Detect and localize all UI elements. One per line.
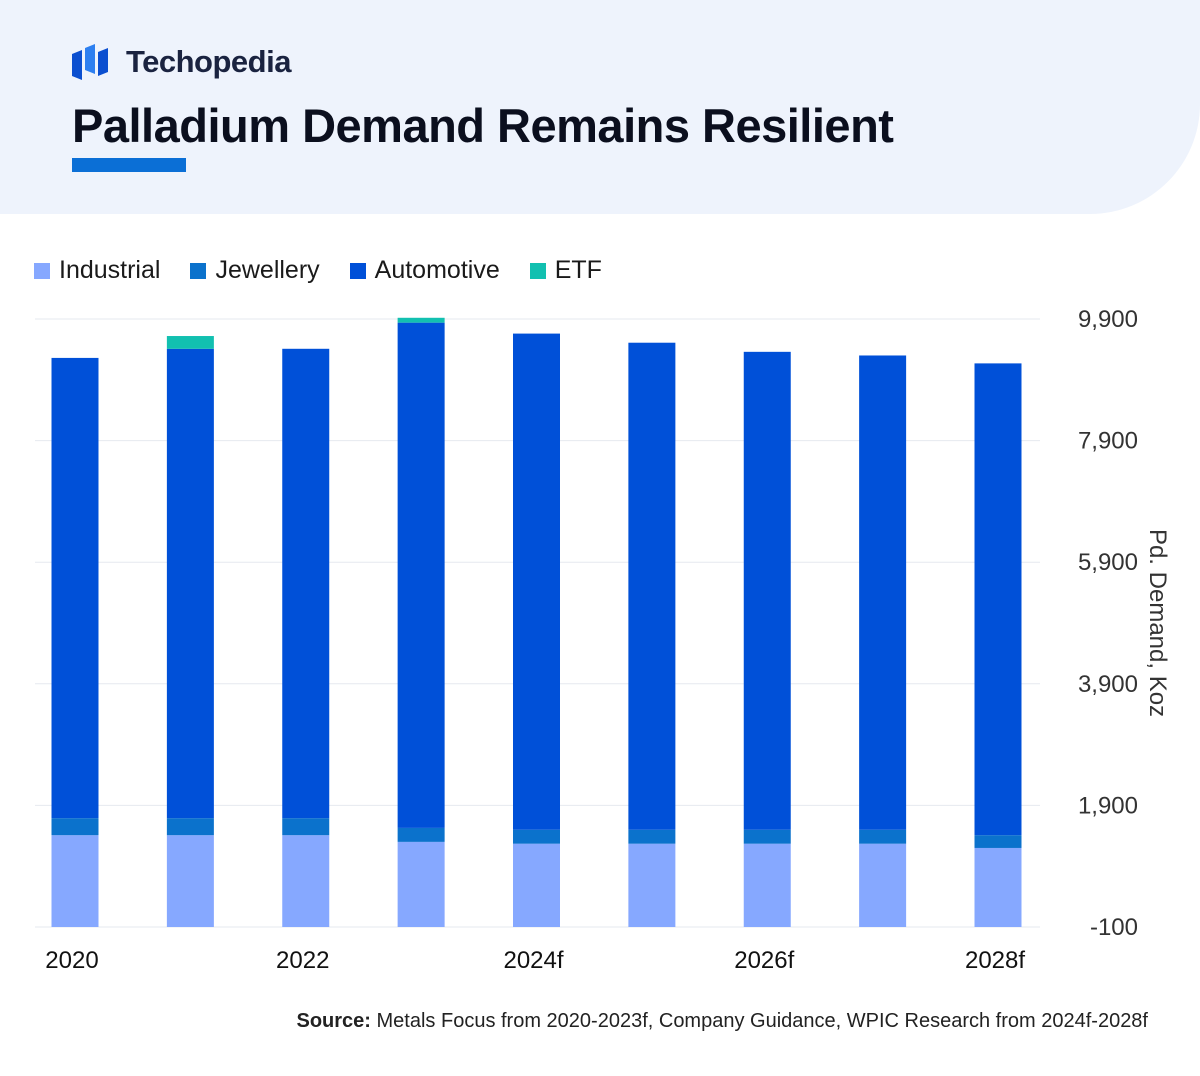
bar-jewellery-2022[interactable] [282,818,330,836]
y-tick-label: 9,900 [1078,306,1138,333]
x-tick-label: 2024f [503,947,563,974]
bar-jewellery-2020[interactable] [51,818,99,836]
bar-industrial-2021[interactable] [166,835,214,927]
bar-industrial-2024f[interactable] [513,843,560,927]
bar-industrial-2022[interactable] [282,835,330,927]
x-tick-label: 2022 [276,947,329,974]
bar-jewellery-2024f[interactable] [513,829,560,844]
y-tick-label: 7,900 [1078,428,1138,455]
legend-label: ETF [554,256,602,284]
bar-automotive-2022[interactable] [282,348,330,819]
x-tick-label: 2020 [45,947,98,974]
logo-icon [72,44,108,80]
bar-etf-2021[interactable] [166,336,214,349]
bar-automotive-2028f[interactable] [974,363,1022,836]
bar-industrial-2026f[interactable] [743,843,791,927]
brand-name: Techopedia [126,44,291,79]
bar-automotive-2026f[interactable] [743,351,791,830]
bar-jewellery-2025f[interactable] [628,829,676,844]
bar-jewellery-2026f[interactable] [743,829,791,844]
bar-industrial-2028f[interactable] [974,847,1022,927]
y-tick-label: 3,900 [1078,671,1138,698]
bar-automotive-2024f[interactable] [513,333,560,830]
bar-jewellery-2021[interactable] [166,818,214,836]
x-tick-label: 2026f [734,947,794,974]
y-tick-label: 1,900 [1078,792,1138,819]
source-label: Source: [296,1010,371,1032]
legend-swatch [190,262,207,279]
legend-label: Jewellery [215,256,320,284]
legend-item-jewellery[interactable]: Jewellery [190,256,320,285]
bar-automotive-2021[interactable] [166,348,214,819]
bar-industrial-2025f[interactable] [628,843,676,927]
title-underline [72,158,186,172]
bar-automotive-2023f[interactable] [397,322,445,828]
page-title: Palladium Demand Remains Resilient [72,99,894,152]
legend-swatch [34,262,50,279]
legend-label: Industrial [59,256,161,284]
bar-industrial-2023f[interactable] [397,841,445,927]
bar-jewellery-2023f[interactable] [397,827,445,842]
source-note: Source: Metals Focus from 2020-2023f, Co… [296,1010,1148,1033]
bar-jewellery-2027f[interactable] [859,829,907,844]
legend-item-etf[interactable]: ETF [529,256,602,285]
y-axis-label: Pd. Demand, Koz [1144,529,1171,717]
x-tick-label: 2028f [965,947,1025,974]
legend-item-automotive[interactable]: Automotive [349,256,500,285]
y-tick-label: 5,900 [1078,549,1138,576]
bar-industrial-2020[interactable] [51,835,99,927]
bar-automotive-2020[interactable] [51,357,99,819]
techopedia-logo: Techopedia [72,42,291,82]
header: Techopedia Palladium Demand Remains Resi… [0,0,1200,214]
chart-legend: Industrial Jewellery Automotive ETF [34,256,602,285]
legend-label: Automotive [374,256,500,284]
y-tick-label: -100 [1090,914,1138,941]
source-text: Metals Focus from 2020-2023f, Company Gu… [376,1010,1148,1032]
legend-swatch [529,262,546,279]
legend-swatch [349,262,366,279]
bar-etf-2023f[interactable] [397,317,445,323]
bar-jewellery-2028f[interactable] [974,835,1022,848]
legend-item-industrial[interactable]: Industrial [34,256,160,285]
bar-industrial-2027f[interactable] [859,843,907,927]
bar-automotive-2027f[interactable] [859,355,907,830]
bar-automotive-2025f[interactable] [628,342,676,830]
